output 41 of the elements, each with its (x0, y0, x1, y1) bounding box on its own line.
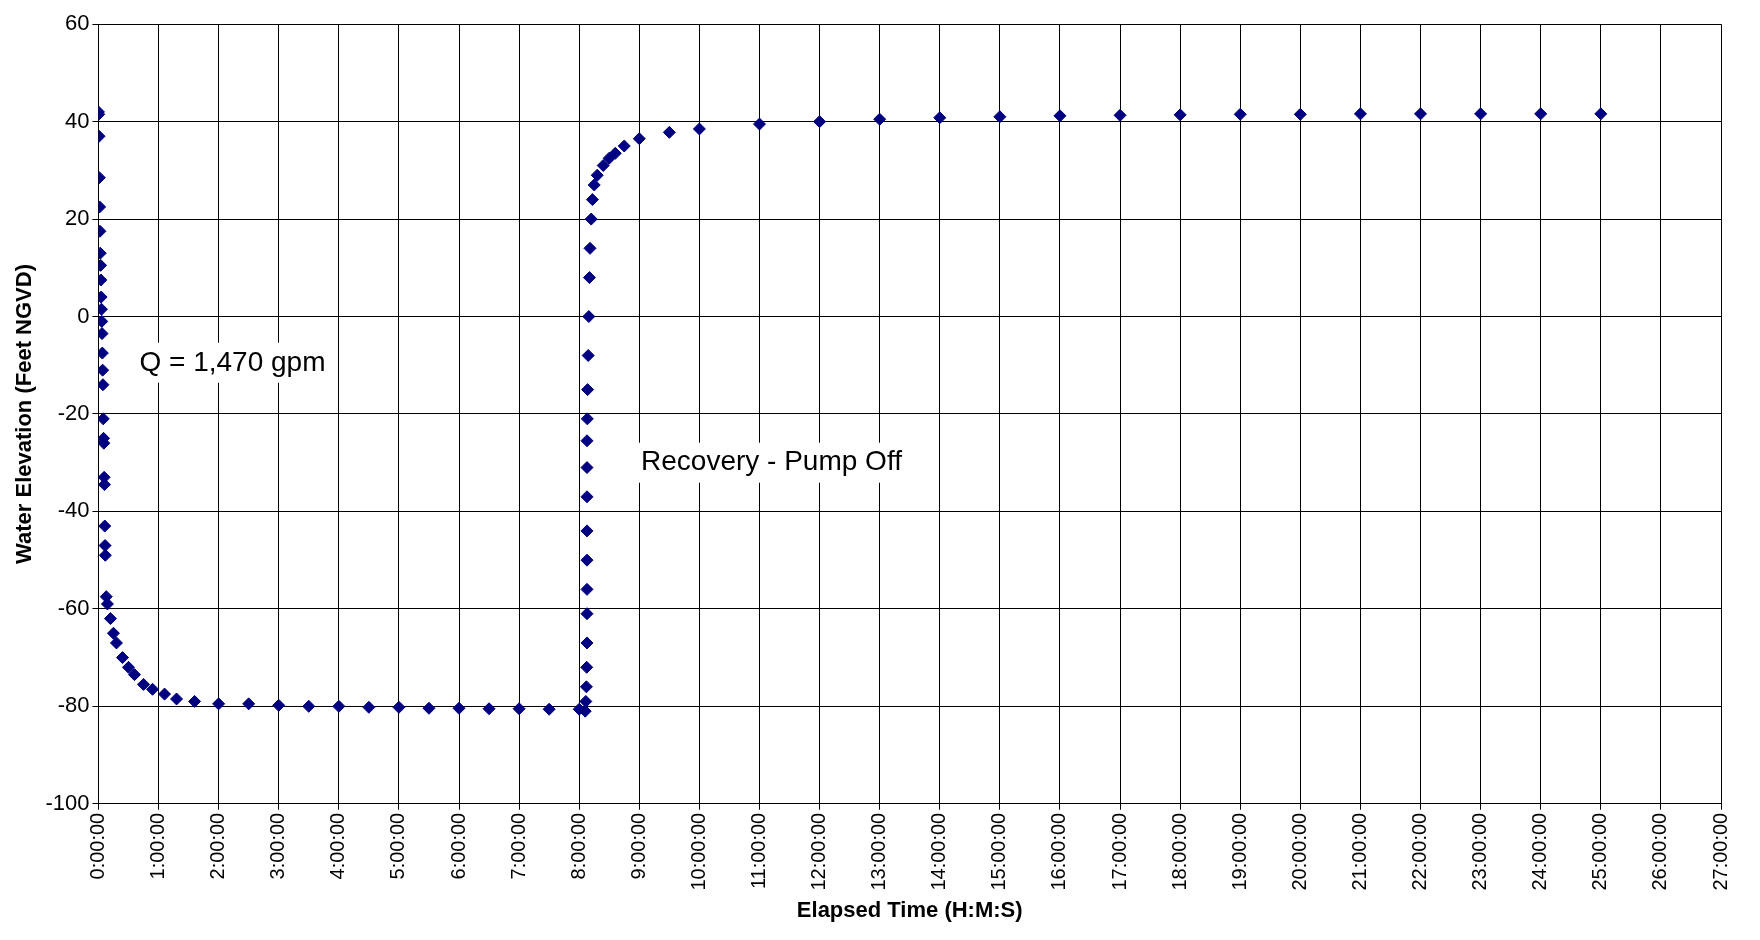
annotation: Recovery - Pump Off (641, 445, 903, 477)
x-tick-label: 2:00:00 (206, 812, 229, 880)
x-tick-label: 24:00:00 (1528, 812, 1551, 891)
y-tick-label: -100 (45, 789, 90, 815)
y-tick-label: -60 (57, 594, 90, 620)
x-tick-label: 21:00:00 (1347, 812, 1370, 891)
y-tick-label: -20 (57, 400, 90, 426)
x-tick-label: 17:00:00 (1107, 812, 1130, 891)
x-tick-label: 16:00:00 (1047, 812, 1070, 891)
x-tick-label: 22:00:00 (1408, 812, 1431, 891)
x-tick-label: 20:00:00 (1287, 812, 1310, 891)
y-tick-label: 40 (64, 107, 90, 133)
x-tick-label: 4:00:00 (326, 812, 349, 880)
y-tick-label: -80 (57, 692, 90, 718)
x-tick-label: 23:00:00 (1468, 812, 1491, 891)
x-tick-label: 7:00:00 (506, 812, 529, 880)
y-tick-label: 20 (64, 205, 90, 231)
x-tick-label: 5:00:00 (386, 812, 409, 880)
x-tick-label: 12:00:00 (807, 812, 830, 891)
x-tick-label: 13:00:00 (867, 812, 890, 891)
y-tick-label: -40 (57, 497, 90, 523)
x-tick-label: 14:00:00 (927, 812, 950, 891)
x-tick-label: 9:00:00 (626, 812, 649, 880)
x-tick-label: 3:00:00 (266, 812, 289, 880)
x-tick-label: 0:00:00 (85, 812, 108, 880)
x-tick-label: 8:00:00 (566, 812, 589, 880)
y-tick-label: 60 (64, 10, 90, 36)
x-axis-title: Elapsed Time (H:M:S) (796, 896, 1023, 922)
x-tick-label: 19:00:00 (1227, 812, 1250, 891)
y-axis-title: Water Elevation (Feet NGVD) (11, 264, 37, 564)
x-tick-label: 10:00:00 (686, 812, 709, 891)
x-tick-label: 1:00:00 (146, 812, 169, 880)
x-tick-label: 6:00:00 (446, 812, 469, 880)
y-tick-label: 0 (77, 302, 90, 328)
x-tick-label: 18:00:00 (1167, 812, 1190, 891)
annotation: Q = 1,470 gpm (139, 345, 326, 377)
x-tick-label: 27:00:00 (1708, 812, 1731, 891)
x-tick-label: 11:00:00 (746, 812, 769, 890)
x-tick-label: 15:00:00 (987, 812, 1010, 891)
x-tick-label: 26:00:00 (1648, 812, 1671, 891)
x-tick-label: 25:00:00 (1588, 812, 1611, 891)
